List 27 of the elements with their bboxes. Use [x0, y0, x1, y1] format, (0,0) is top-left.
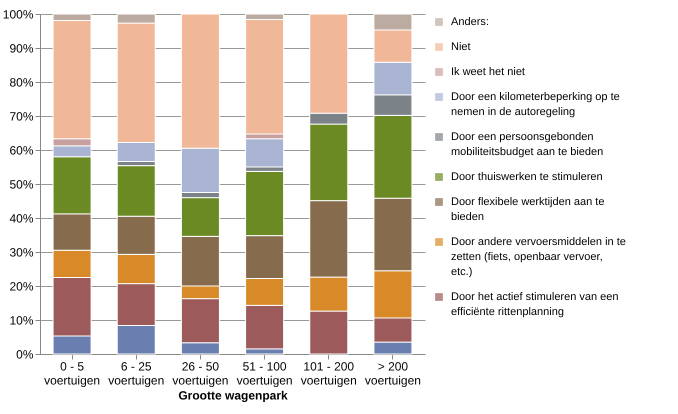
legend-label: Door andere vervoersmiddelen in te zetten (fiets, openbaar vervoer, etc.)	[451, 236, 626, 278]
y-tick-label: 20%	[9, 280, 34, 294]
y-tick-label: 100%	[2, 8, 34, 22]
x-tick-label: 51 - 100 voertuigen	[236, 360, 293, 388]
x-tick-label: 0 - 5 voertuigen	[44, 360, 100, 388]
x-tick-label: 26 - 50 voertuigen	[172, 360, 228, 388]
legend-label: Door thuiswerken te stimuleren	[451, 171, 603, 183]
y-tick-label: 40%	[9, 212, 34, 226]
x-tick-label: 101 - 200 voertuigen	[300, 360, 357, 388]
x-tick-label: > 200 voertuigen	[364, 360, 421, 388]
x-tick-label: 6 - 25 voertuigen	[108, 360, 164, 388]
y-tick-label: 90%	[9, 42, 34, 56]
y-tick-label: 30%	[9, 246, 34, 260]
y-tick-label: 0%	[16, 348, 34, 362]
legend-label: Anders:	[451, 16, 489, 28]
y-tick-label: 10%	[9, 314, 34, 328]
legend-label: Niet	[451, 41, 471, 53]
y-tick-label: 80%	[9, 76, 34, 90]
legend-label: Door het actief stimuleren van een efficiënte rittenplanning	[451, 291, 619, 318]
legend-label: Door flexibele werktijden aan te bieden	[451, 196, 604, 223]
x-axis-title: Grootte wagenpark	[178, 388, 288, 402]
legend-label: Ik weet het niet	[451, 66, 525, 78]
legend-label: Door een persoonsgebonden mobiliteitsbudget aan te bieden	[451, 131, 604, 158]
legend-label: Door een kilometerbeperking op te nemen in de autoregeling	[451, 91, 620, 118]
y-tick-label: 70%	[9, 110, 34, 124]
y-tick-label: 60%	[9, 144, 34, 158]
y-tick-label: 50%	[9, 178, 34, 192]
